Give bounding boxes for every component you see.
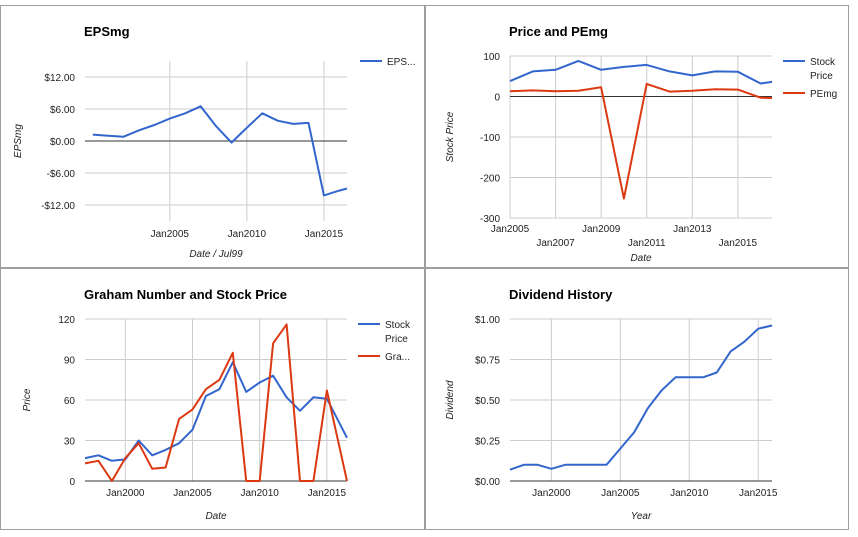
- eps-y-tick-label: $0.00: [50, 137, 75, 148]
- graham-y-tick-label: 60: [64, 396, 76, 407]
- dividend-title: Dividend History: [509, 287, 613, 302]
- price-pe-x-tick-label: Jan2005: [491, 224, 530, 235]
- dividend-x-tick-label: Jan2010: [670, 488, 709, 499]
- dividend-y-tick-label: $0.50: [475, 396, 500, 407]
- graham-legend-label: Gra...: [385, 352, 410, 363]
- graham-chart-panel: Graham Number and Stock Price 120 90 60 30 0 J…: [0, 268, 425, 530]
- price-pe-y-tick-label: 0: [494, 93, 500, 104]
- eps-y-tick-label: $12.00: [44, 73, 75, 84]
- eps-title: EPSmg: [84, 24, 130, 39]
- dividend-y-tick-label: $0.25: [475, 437, 500, 448]
- price-pe-x-tick-label: Jan2007: [536, 238, 575, 249]
- graham-y-tick-label: 120: [58, 315, 75, 326]
- eps-chart-panel: EPSmg $12.00 $6.00 $0.00 -$6.00 -$12.00 Jan200…: [0, 5, 425, 268]
- price-pe-x-axis-label: Date: [630, 253, 652, 264]
- price-pe-x-tick-label: Jan2011: [628, 238, 666, 249]
- price-pe-legend-label-cont: Price: [810, 71, 833, 82]
- graham-title: Graham Number and Stock Price: [84, 287, 287, 302]
- price-pe-x-tick-label: Jan2015: [719, 238, 758, 249]
- graham-x-tick-label: Jan2015: [308, 488, 347, 499]
- dividend-chart: Dividend History $1.00 $0.75 $0.50 $0.25 $0.0…: [445, 287, 778, 522]
- graham-y-tick-label: 90: [64, 356, 76, 367]
- dividend-x-tick-label: Jan2000: [532, 488, 571, 499]
- dividend-x-tick-label: Jan2005: [601, 488, 640, 499]
- price-pe-y-tick-label: -300: [480, 214, 500, 225]
- price-pe-series-line-1: [509, 82, 773, 200]
- graham-series-line-1: [84, 323, 348, 482]
- eps-x-axis-label: Date / Jul99: [189, 249, 243, 260]
- eps-chart: EPSmg $12.00 $6.00 $0.00 -$6.00 -$12.00 Jan200…: [13, 24, 415, 260]
- eps-y-tick-label: -$12.00: [41, 201, 75, 212]
- dividend-y-tick-label: $1.00: [475, 315, 500, 326]
- price-pe-y-tick-label: -200: [480, 174, 500, 185]
- dividend-series-line-0: [509, 324, 773, 471]
- graham-y-tick-label: 0: [69, 477, 75, 488]
- graham-x-tick-label: Jan2010: [240, 488, 279, 499]
- graham-y-tick-label: 30: [64, 437, 76, 448]
- price-pe-legend-label: PEmg: [810, 89, 837, 100]
- price-pe-y-axis-label: Stock Price: [445, 111, 456, 162]
- dividend-x-axis-label: Year: [631, 511, 652, 522]
- price-pe-series-line-0: [509, 59, 773, 85]
- eps-legend-label: EPS...: [387, 57, 415, 68]
- graham-chart: Graham Number and Stock Price 120 90 60 30 0 J…: [22, 287, 411, 522]
- eps-x-tick-label: Jan2015: [305, 229, 344, 240]
- dividend-y-tick-label: $0.00: [475, 477, 500, 488]
- graham-y-axis-label: Price: [22, 388, 33, 411]
- eps-y-tick-label: -$6.00: [47, 169, 76, 180]
- graham-series-line-0: [84, 361, 348, 462]
- eps-x-tick-label: Jan2010: [228, 229, 267, 240]
- price-pe-y-tick-label: 100: [483, 52, 500, 63]
- price-pe-chart-panel: Price and PEmg 100 0 -100 -200 -300 Jan2005 Jan…: [425, 5, 849, 268]
- price-pe-legend-label: Stock: [810, 57, 836, 68]
- dividend-x-tick-label: Jan2015: [739, 488, 778, 499]
- graham-legend-label: Stock: [385, 320, 411, 331]
- graham-x-tick-label: Jan2005: [173, 488, 212, 499]
- price-pe-title: Price and PEmg: [509, 24, 608, 39]
- eps-y-tick-label: $6.00: [50, 105, 75, 116]
- price-pe-x-tick-label: Jan2013: [673, 224, 712, 235]
- graham-x-axis-label: Date: [205, 511, 227, 522]
- eps-series-line-0: [92, 105, 348, 197]
- eps-y-axis-label: EPSmg: [13, 124, 24, 158]
- graham-x-tick-label: Jan2000: [106, 488, 145, 499]
- dividend-y-tick-label: $0.75: [475, 356, 500, 367]
- graham-legend-label-cont: Price: [385, 334, 408, 345]
- dividend-chart-panel: Dividend History $1.00 $0.75 $0.50 $0.25 $0.0…: [425, 268, 849, 530]
- price-pe-y-tick-label: -100: [480, 133, 500, 144]
- dividend-y-axis-label: Dividend: [445, 380, 456, 419]
- eps-x-tick-label: Jan2005: [151, 229, 190, 240]
- price-pe-x-tick-label: Jan2009: [582, 224, 621, 235]
